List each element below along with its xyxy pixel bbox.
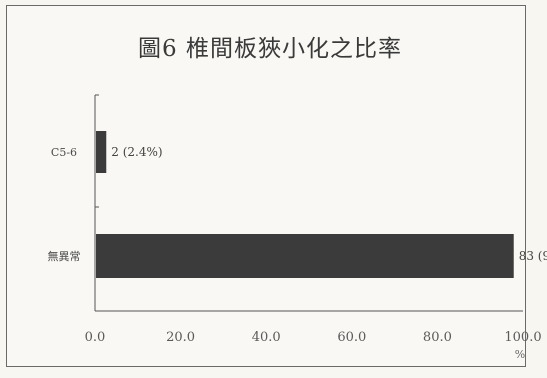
chart-title: 圖6 椎間板狹小化之比率: [138, 36, 402, 62]
x-tick-label-2: 40.0: [252, 330, 281, 345]
category-label-0: C5-6: [51, 146, 77, 159]
bar-1: [96, 234, 514, 278]
x-tick-label-1: 20.0: [166, 330, 195, 345]
bar-0: [96, 131, 107, 173]
bars: [96, 131, 514, 278]
x-tick-label-3: 60.0: [337, 330, 366, 345]
data-label-0: 2 (2.4%): [111, 145, 162, 159]
chart-frame: [6, 5, 526, 367]
category-label-1: 無異常: [48, 249, 81, 263]
x-unit-label: %: [515, 348, 525, 361]
category-labels: C5-6 無異常: [48, 146, 81, 263]
x-tick-labels: 0.0 20.0 40.0 60.0 80.0 100.0: [85, 330, 542, 345]
x-tick-label-0: 0.0: [85, 330, 106, 345]
x-tick-label-4: 80.0: [423, 330, 452, 345]
data-label-1: 83 (97.6%): [519, 249, 547, 263]
x-tick-label-5: 100.0: [504, 330, 541, 345]
data-labels: 2 (2.4%) 83 (97.6%): [111, 145, 547, 263]
axes: [94, 94, 523, 312]
